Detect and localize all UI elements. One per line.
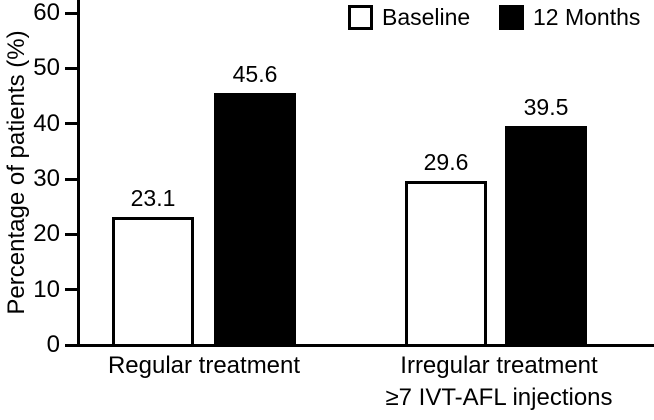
- bar-baseline-cat2: [405, 181, 487, 347]
- bar-12-months-cat2: [505, 126, 587, 347]
- legend-label-baseline: Baseline: [382, 4, 471, 30]
- legend-item-baseline: Baseline: [348, 3, 470, 32]
- y-tick-label: 10: [33, 275, 60, 303]
- category-label: Regular treatment: [44, 350, 364, 382]
- y-tick-label: 0: [46, 331, 60, 358]
- bar-value-label: 39.5: [523, 94, 569, 121]
- y-tick: [65, 177, 77, 181]
- bar-value-label: 23.1: [130, 185, 176, 212]
- y-tick-label: 60: [33, 0, 60, 26]
- y-tick-label: 50: [33, 54, 60, 82]
- 12-months-swatch-icon: [499, 5, 524, 30]
- bar-value-label: 45.6: [232, 60, 278, 87]
- bar-baseline-cat1: [112, 217, 194, 347]
- category-label-line1: Regular treatment: [107, 352, 301, 379]
- legend-item-12-months: 12 Months: [499, 3, 640, 32]
- category-label: Irregular treatment ≥7 IVT-AFL injections: [339, 350, 654, 414]
- category-label-line1: Irregular treatment: [400, 352, 598, 379]
- legend-label-12-months: 12 Months: [533, 4, 641, 30]
- y-tick: [65, 122, 77, 126]
- bar-12-months-cat1: [214, 92, 296, 347]
- y-tick-label: 40: [33, 109, 60, 137]
- y-tick: [65, 11, 77, 15]
- y-tick-label: 20: [33, 220, 60, 248]
- bar-value-label: 29.6: [423, 149, 469, 176]
- y-tick: [65, 343, 77, 347]
- baseline-swatch-icon: [348, 5, 373, 30]
- y-tick: [65, 66, 77, 70]
- y-tick: [65, 288, 77, 292]
- y-tick: [65, 232, 77, 236]
- x-axis-line: [77, 344, 654, 347]
- y-axis-line: [77, 0, 80, 347]
- y-tick-label: 30: [33, 165, 60, 192]
- category-label-line2: ≥7 IVT-AFL injections: [385, 384, 613, 411]
